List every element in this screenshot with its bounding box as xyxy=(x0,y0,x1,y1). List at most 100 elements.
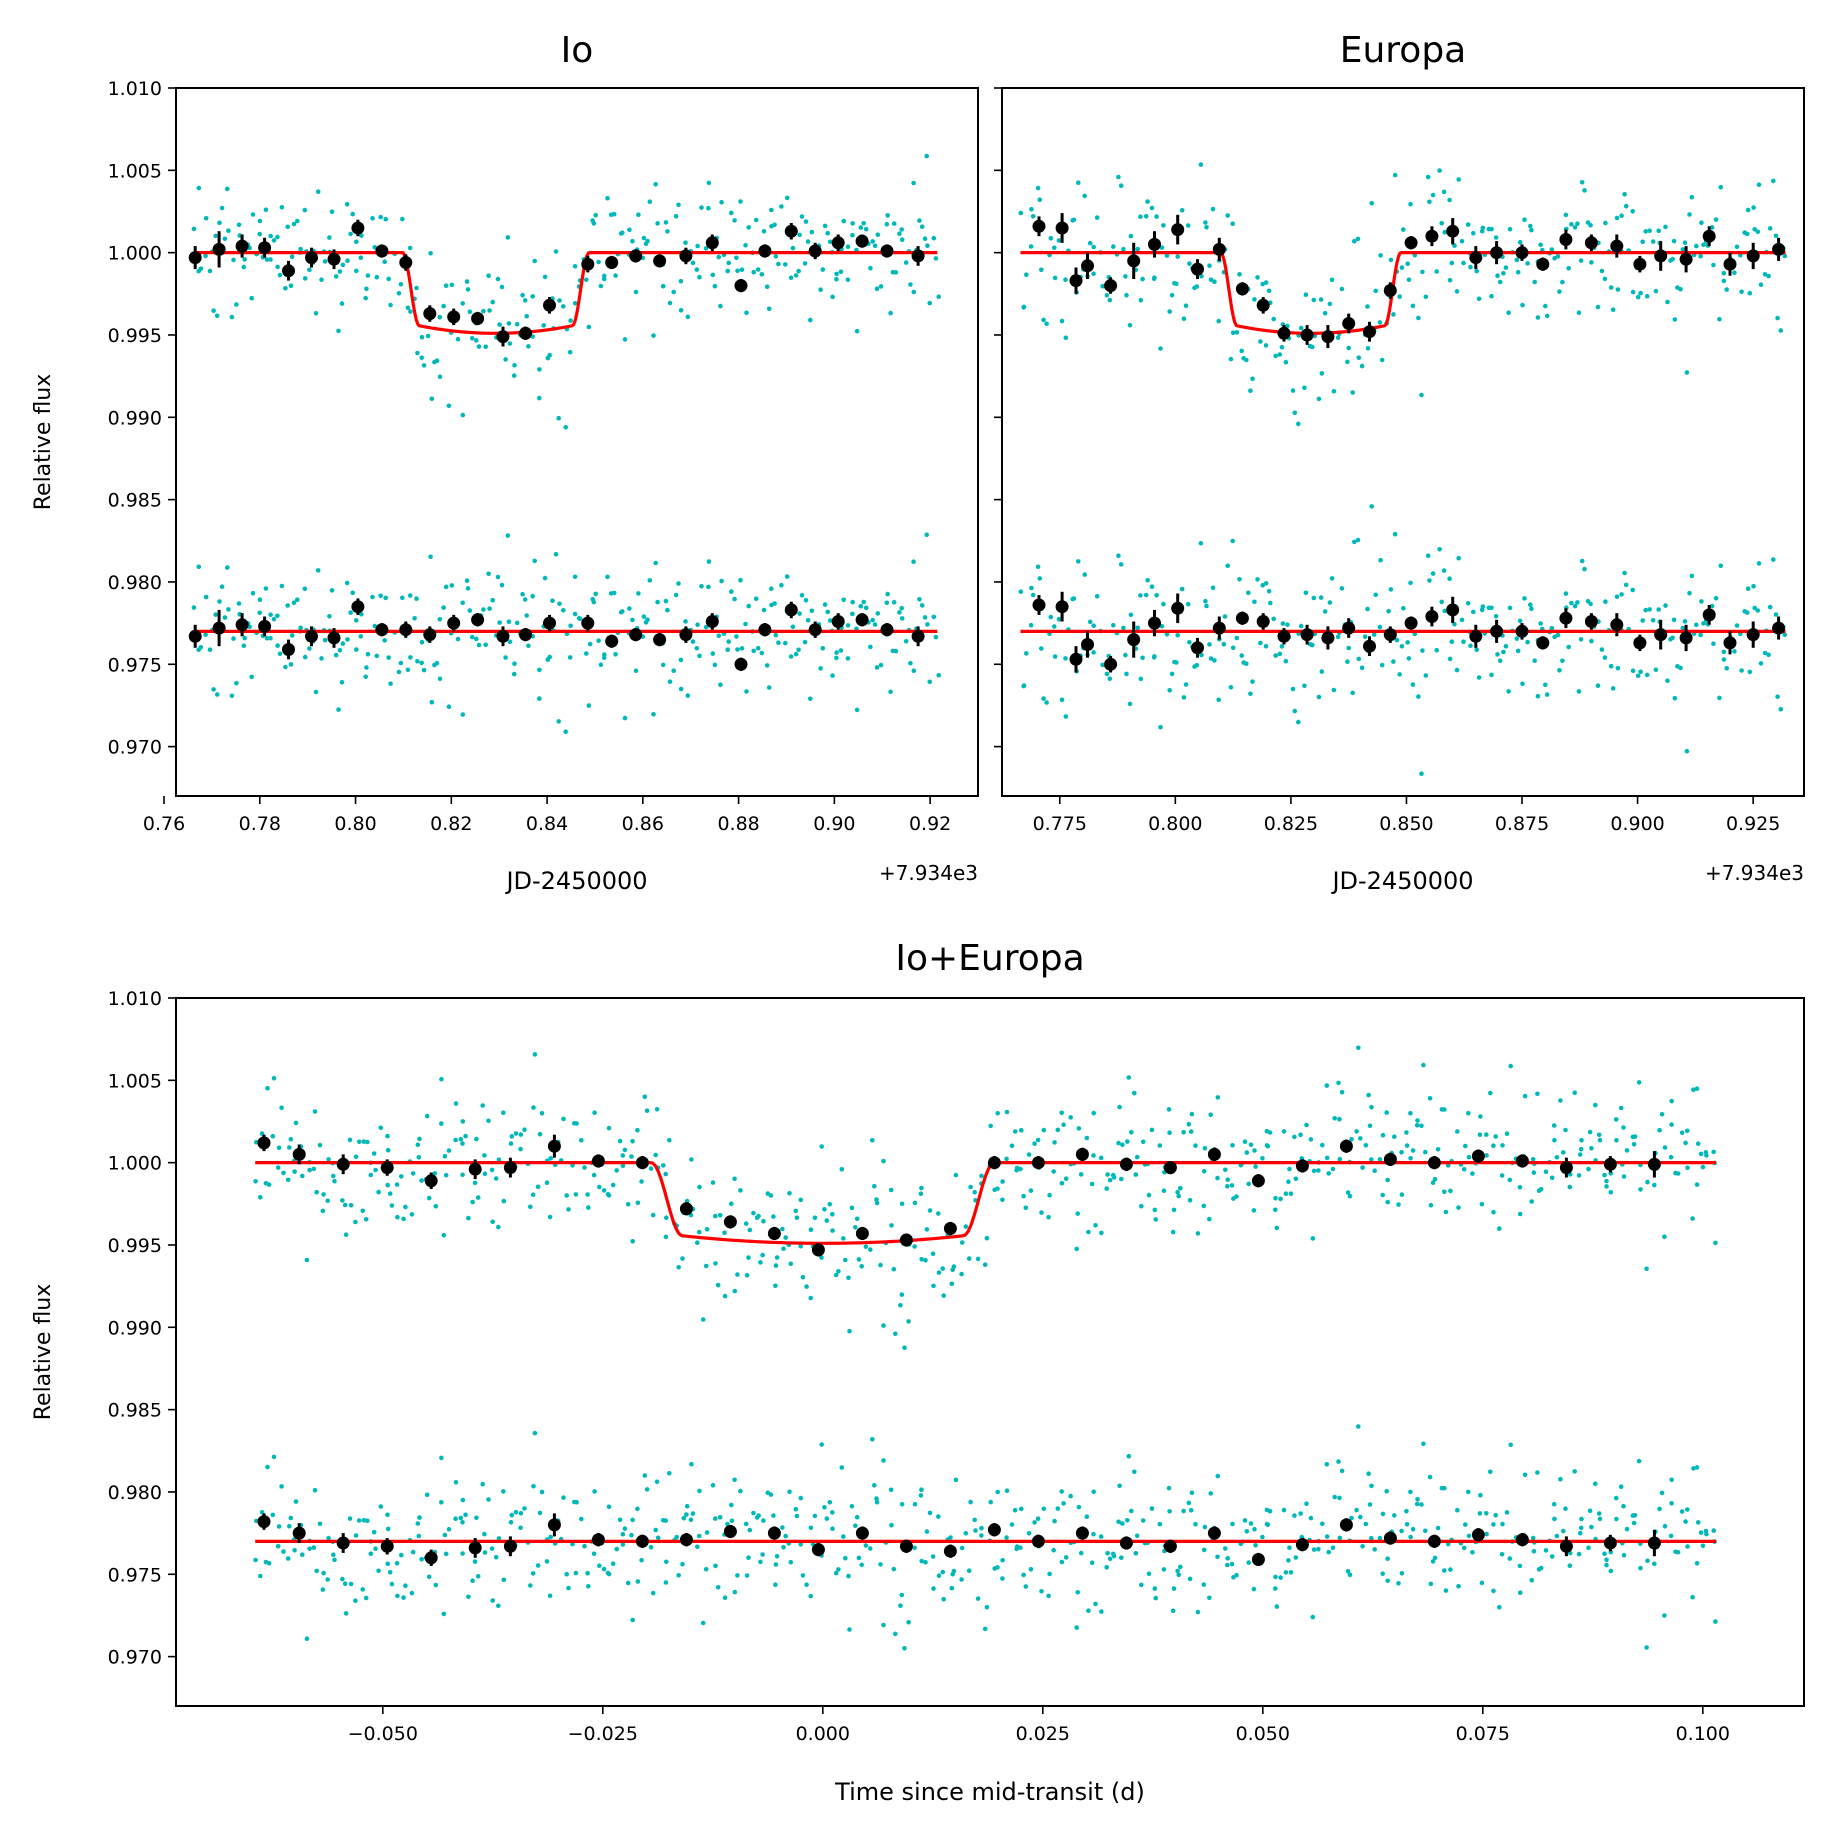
combined-residual-binned-point xyxy=(943,1544,957,1558)
combined-residual-raw-point xyxy=(1685,1507,1690,1512)
europa-raw-point xyxy=(1713,217,1719,222)
europa-residual-raw-point xyxy=(1203,598,1208,604)
io-raw-point xyxy=(505,235,511,240)
combined-residual-raw-point xyxy=(426,1574,432,1580)
europa-residual-raw-point xyxy=(1747,669,1753,675)
combined-raw-point xyxy=(949,1281,955,1287)
europa-raw-point xyxy=(1437,168,1442,173)
combined-raw-point xyxy=(1099,1230,1104,1236)
combined-residual-raw-point xyxy=(389,1581,395,1587)
combined-raw-point xyxy=(891,1266,897,1272)
europa-residual-raw-point xyxy=(1449,639,1455,644)
combined-residual-raw-point xyxy=(1621,1503,1626,1509)
combined-raw-point xyxy=(409,1212,415,1217)
combined-residual-raw-point xyxy=(912,1501,918,1507)
combined-residual-raw-point xyxy=(1139,1582,1144,1588)
europa-raw-point xyxy=(1447,197,1452,203)
combined-residual-raw-point xyxy=(1414,1501,1420,1507)
europa-binned-point xyxy=(1746,249,1760,263)
europa-residual-raw-point xyxy=(1216,697,1221,703)
io-raw-point xyxy=(288,283,294,289)
europa-residual-raw-point xyxy=(1298,623,1304,629)
combined-raw-point xyxy=(812,1215,818,1221)
io-raw-point xyxy=(636,212,641,217)
combined-residual-raw-point xyxy=(453,1516,458,1521)
io-residual-raw-point xyxy=(695,622,700,627)
europa-residual-raw-point xyxy=(1752,605,1757,611)
io-residual-raw-point xyxy=(507,639,513,645)
combined-raw-point xyxy=(870,1138,875,1143)
combined-residual-binned-point xyxy=(1471,1528,1485,1542)
io-binned-point xyxy=(808,244,822,258)
combined-residual-raw-point xyxy=(466,1594,471,1600)
combined-residual-raw-point xyxy=(771,1513,776,1518)
combined-residual-raw-point xyxy=(1662,1613,1667,1618)
europa-residual-raw-point xyxy=(1503,644,1509,649)
combined-raw-point xyxy=(1662,1145,1668,1150)
io-residual-raw-point xyxy=(776,640,781,645)
combined-raw-point xyxy=(1251,1208,1257,1213)
combined-raw-point xyxy=(1691,1087,1696,1092)
io-residual-raw-point xyxy=(863,605,869,611)
combined-residual-raw-point xyxy=(1499,1551,1505,1557)
combined-residual-raw-point xyxy=(1576,1551,1582,1557)
io-raw-point xyxy=(655,221,660,226)
combined-residual-raw-point xyxy=(1638,1565,1643,1571)
combined-raw-point xyxy=(854,1216,860,1222)
europa-raw-point xyxy=(1216,318,1221,324)
io-raw-point xyxy=(354,268,359,274)
io-raw-point xyxy=(611,211,617,217)
combined-raw-point xyxy=(1260,1156,1265,1161)
europa-residual-raw-point xyxy=(1678,665,1683,671)
io-raw-point xyxy=(322,259,328,264)
europa-raw-point xyxy=(1663,224,1668,230)
io-residual-raw-point xyxy=(769,586,774,591)
combined-residual-raw-point xyxy=(1380,1511,1386,1517)
europa-residual-raw-point xyxy=(1116,553,1121,558)
io-residual-raw-point xyxy=(449,583,455,588)
europa-residual-raw-point xyxy=(1745,586,1751,591)
io-residual-binned-point xyxy=(305,629,318,643)
combined-raw-point xyxy=(1019,1127,1024,1133)
europa-raw-point xyxy=(1028,244,1034,249)
europa-residual-raw-point xyxy=(1408,580,1413,586)
europa-residual-raw-point xyxy=(1123,652,1128,658)
io-raw-point xyxy=(818,287,823,293)
io-raw-point xyxy=(726,260,731,266)
io-residual-raw-point xyxy=(746,603,751,609)
combined-residual-raw-point xyxy=(353,1598,358,1603)
combined-residual-raw-point xyxy=(1563,1506,1568,1511)
combined-residual-raw-point xyxy=(1624,1526,1630,1532)
europa-residual-raw-point xyxy=(1145,578,1150,583)
europa-raw-point xyxy=(1595,304,1601,310)
europa-residual-raw-point xyxy=(1258,640,1263,646)
europa-residual-raw-point xyxy=(1071,596,1077,601)
combined-raw-point xyxy=(1028,1188,1034,1193)
combined-residual-raw-point xyxy=(1443,1588,1449,1593)
europa-raw-point xyxy=(1029,207,1034,212)
combined-raw-point xyxy=(547,1214,553,1220)
europa-residual-raw-point xyxy=(1107,676,1113,681)
europa-residual-raw-point xyxy=(1476,675,1482,680)
combined-residual-raw-point xyxy=(868,1546,873,1551)
combined-raw-point xyxy=(839,1167,845,1172)
europa-raw-point xyxy=(1517,239,1523,245)
europa-raw-point xyxy=(1489,226,1494,232)
combined-raw-point xyxy=(906,1319,911,1324)
combined-raw-point xyxy=(1636,1080,1642,1085)
combined-residual-raw-point xyxy=(1091,1489,1096,1495)
io-raw-point xyxy=(678,308,684,313)
combined-residual-raw-point xyxy=(518,1511,524,1516)
io-residual-raw-point xyxy=(673,592,679,598)
combined-raw-point xyxy=(1638,1187,1643,1192)
combined-residual-raw-point xyxy=(513,1509,519,1515)
io-residual-binned-point xyxy=(831,615,845,628)
europa-residual-raw-point xyxy=(1285,622,1290,627)
combined-binned-point xyxy=(1647,1157,1661,1171)
io-raw-point xyxy=(499,284,505,290)
combined-raw-point xyxy=(276,1145,282,1151)
combined-raw-point xyxy=(1385,1177,1390,1183)
combined-raw-point xyxy=(1316,1168,1321,1173)
io-binned-point xyxy=(705,236,719,250)
io-residual-binned-point xyxy=(880,623,894,637)
